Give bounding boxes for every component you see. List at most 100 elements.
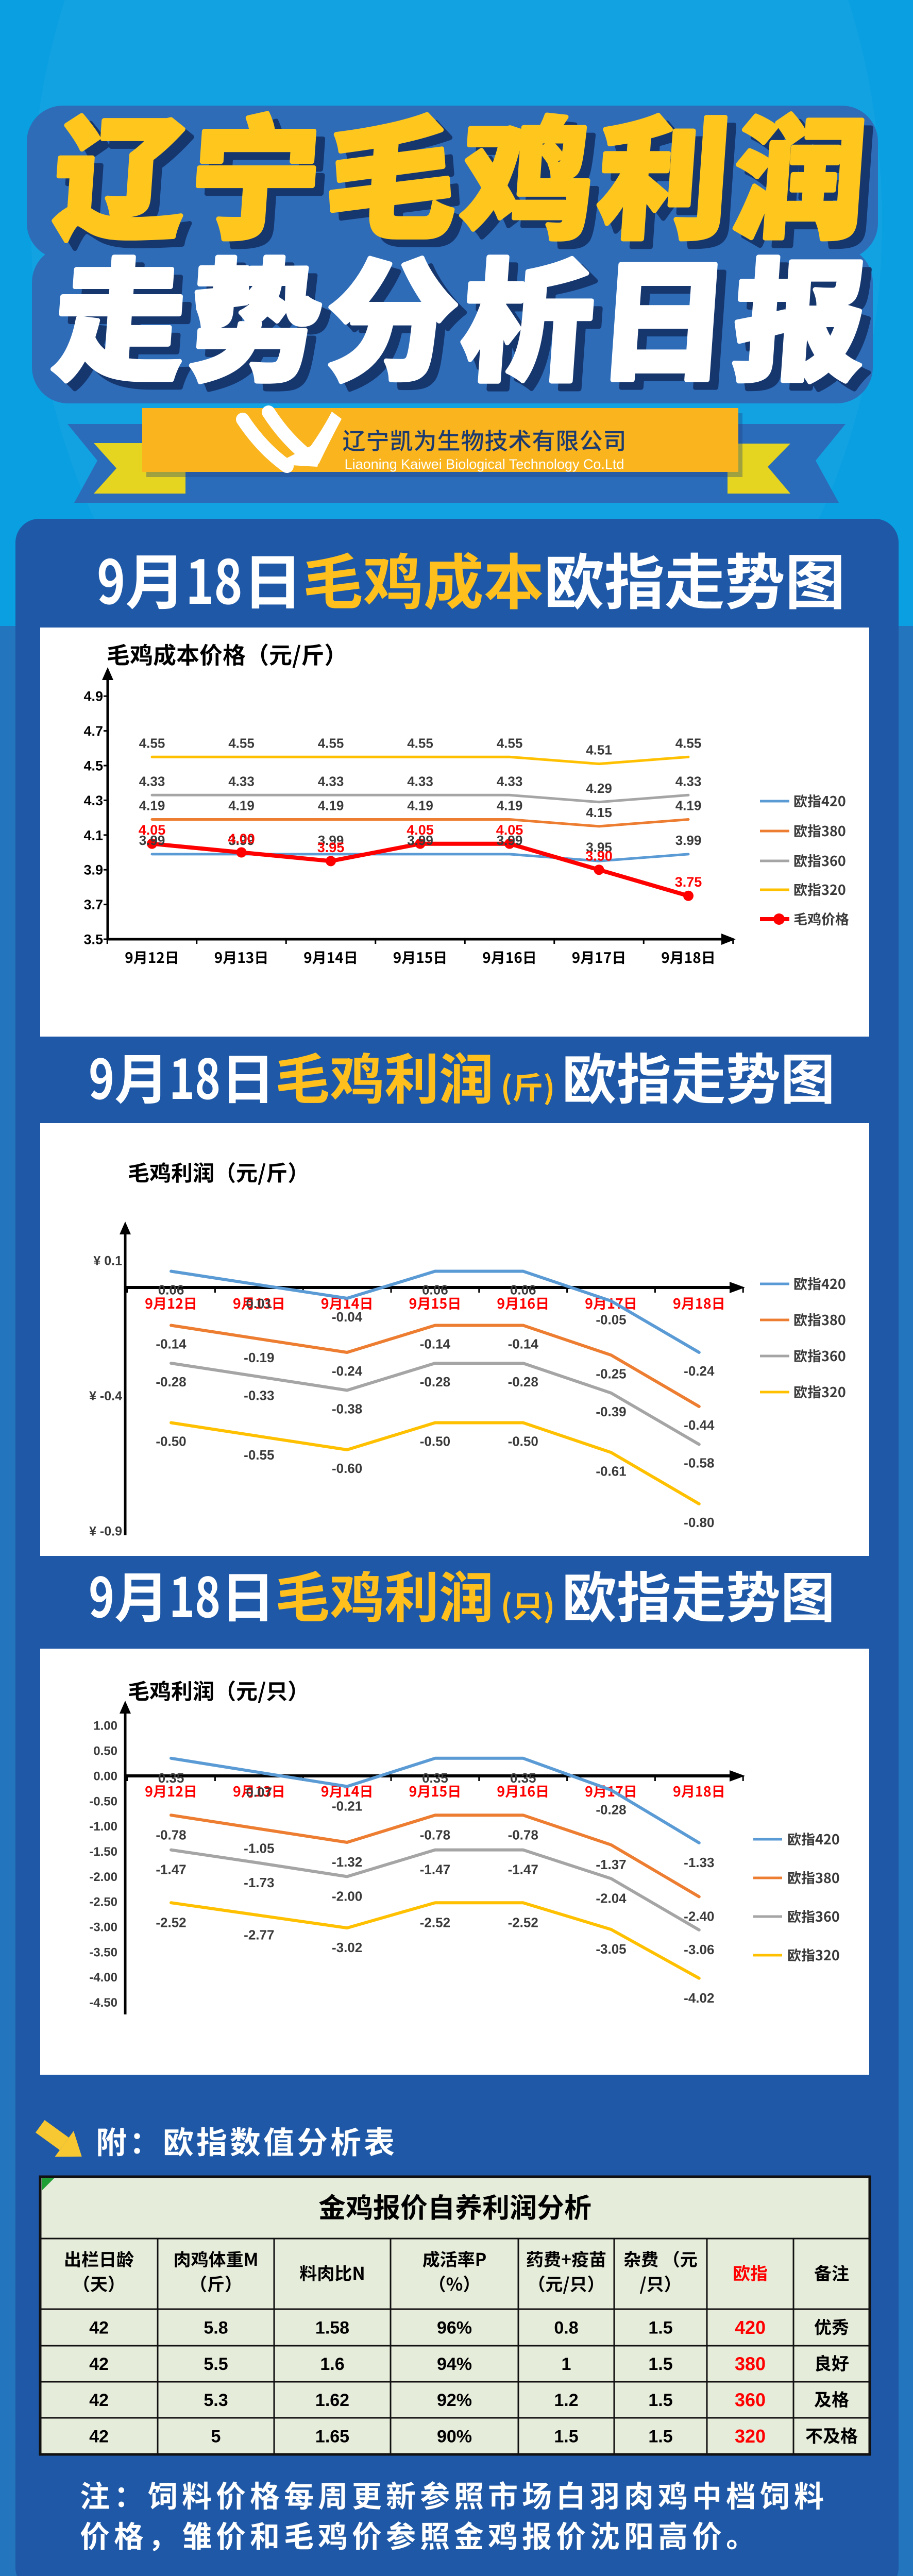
svg-text:94%: 94% (437, 2354, 472, 2374)
svg-text:-0.14: -0.14 (420, 1336, 451, 1352)
svg-text:1.62: 1.62 (315, 2391, 349, 2410)
svg-text:42: 42 (89, 2354, 109, 2374)
svg-text:3.99: 3.99 (228, 833, 255, 848)
svg-text:4.19: 4.19 (497, 798, 523, 814)
svg-text:-0.19: -0.19 (244, 1350, 274, 1365)
svg-text:-0.28: -0.28 (420, 1374, 450, 1389)
svg-text:4.33: 4.33 (407, 773, 433, 789)
svg-text:-3.50: -3.50 (89, 1945, 117, 1959)
svg-text:4.33: 4.33 (139, 773, 165, 789)
svg-text:4.51: 4.51 (586, 742, 612, 758)
svg-text:-2.40: -2.40 (684, 1909, 714, 1924)
svg-text:-1.05: -1.05 (244, 1841, 274, 1856)
svg-text:-4.00: -4.00 (89, 1971, 117, 1985)
svg-text:5.8: 5.8 (204, 2318, 228, 2337)
svg-text:-1.73: -1.73 (244, 1875, 274, 1890)
svg-text:-2.50: -2.50 (89, 1895, 117, 1909)
svg-text:0.01: 0.01 (246, 1296, 272, 1311)
svg-text:-1.37: -1.37 (596, 1857, 626, 1872)
svg-text:-2.00: -2.00 (332, 1889, 362, 1904)
svg-text:-0.50: -0.50 (89, 1794, 117, 1808)
svg-text:4.19: 4.19 (318, 798, 344, 814)
svg-text:4.1: 4.1 (83, 827, 103, 843)
svg-text:0.8: 0.8 (554, 2318, 578, 2337)
svg-text:-3.00: -3.00 (89, 1921, 117, 1935)
svg-text:-0.50: -0.50 (508, 1434, 538, 1449)
svg-text:-2.52: -2.52 (156, 1914, 186, 1930)
svg-text:-3.05: -3.05 (596, 1941, 626, 1957)
svg-text:-0.24: -0.24 (684, 1363, 715, 1379)
svg-text:1.58: 1.58 (315, 2318, 349, 2337)
svg-text:-0.14: -0.14 (508, 1336, 539, 1352)
svg-text:0.35: 0.35 (422, 1770, 448, 1786)
svg-text:-0.55: -0.55 (244, 1447, 274, 1463)
svg-text:1: 1 (562, 2354, 571, 2374)
svg-text:3.7: 3.7 (83, 897, 103, 912)
svg-text:4.7: 4.7 (83, 723, 103, 739)
svg-text:3.95: 3.95 (586, 839, 612, 855)
svg-text:0.50: 0.50 (93, 1744, 117, 1758)
svg-text:-2.52: -2.52 (508, 1914, 538, 1930)
svg-text:4.33: 4.33 (318, 773, 344, 789)
svg-text:-0.05: -0.05 (596, 1312, 626, 1327)
svg-text:3.9: 3.9 (83, 862, 103, 878)
svg-text:1.2: 1.2 (554, 2391, 578, 2410)
svg-text:-0.78: -0.78 (508, 1827, 538, 1842)
svg-text:1.5: 1.5 (648, 2354, 672, 2374)
svg-text:90%: 90% (437, 2427, 472, 2446)
svg-text:4.33: 4.33 (497, 773, 523, 789)
svg-text:42: 42 (89, 2427, 109, 2446)
svg-text:1.00: 1.00 (93, 1719, 117, 1733)
svg-text:-0.78: -0.78 (156, 1827, 186, 1842)
svg-text:4.33: 4.33 (228, 773, 255, 789)
svg-text:-3.06: -3.06 (684, 1942, 714, 1957)
svg-text:5.5: 5.5 (204, 2354, 228, 2374)
svg-text:4.19: 4.19 (675, 798, 702, 814)
svg-text:4.19: 4.19 (228, 798, 255, 814)
svg-text:3.90: 3.90 (585, 849, 613, 864)
svg-text:-0.61: -0.61 (596, 1463, 626, 1479)
svg-text:420: 420 (735, 2317, 766, 2338)
svg-text:3.99: 3.99 (407, 833, 433, 848)
svg-text:-1.00: -1.00 (89, 1820, 117, 1834)
svg-text:4.55: 4.55 (228, 735, 255, 751)
svg-text:-1.33: -1.33 (684, 1855, 714, 1870)
svg-text:0.35: 0.35 (158, 1770, 184, 1786)
svg-text:-1.32: -1.32 (332, 1854, 362, 1870)
svg-text:360: 360 (735, 2389, 766, 2411)
svg-text:0.07: 0.07 (246, 1784, 272, 1800)
svg-text:3.95: 3.95 (317, 840, 345, 855)
svg-text:1.6: 1.6 (320, 2354, 344, 2374)
svg-text:4.05: 4.05 (139, 822, 166, 838)
svg-text:0.00: 0.00 (93, 1769, 117, 1783)
svg-text:1.5: 1.5 (648, 2391, 672, 2410)
svg-text:-2.52: -2.52 (420, 1914, 450, 1930)
svg-text:4.19: 4.19 (139, 798, 165, 814)
svg-text:5.3: 5.3 (204, 2391, 228, 2410)
svg-text:96%: 96% (437, 2318, 472, 2337)
svg-text:4.55: 4.55 (139, 735, 165, 751)
svg-text:-3.02: -3.02 (332, 1940, 362, 1955)
svg-text:4.55: 4.55 (497, 735, 523, 751)
svg-text:4.55: 4.55 (407, 735, 433, 751)
svg-text:3.99: 3.99 (497, 833, 523, 848)
svg-text:-0.33: -0.33 (244, 1387, 274, 1403)
svg-text:4.33: 4.33 (675, 773, 702, 789)
svg-text:5: 5 (211, 2427, 221, 2446)
svg-text:0.06: 0.06 (510, 1282, 536, 1298)
svg-text:3.99: 3.99 (139, 833, 165, 848)
svg-text:-0.44: -0.44 (684, 1417, 715, 1433)
svg-text:1.5: 1.5 (554, 2427, 578, 2446)
svg-text:-0.78: -0.78 (420, 1827, 450, 1842)
svg-text:-0.04: -0.04 (332, 1309, 363, 1325)
svg-text:3.75: 3.75 (675, 874, 702, 890)
svg-text:4.3: 4.3 (83, 793, 103, 808)
svg-text:-0.14: -0.14 (156, 1336, 187, 1352)
svg-text:4.29: 4.29 (586, 781, 612, 796)
svg-text:4.05: 4.05 (496, 822, 523, 838)
svg-text:-1.47: -1.47 (156, 1862, 186, 1877)
svg-text:-1.50: -1.50 (89, 1845, 117, 1859)
svg-text:4.55: 4.55 (318, 735, 344, 751)
svg-text:-2.77: -2.77 (244, 1927, 274, 1943)
svg-text:-4.50: -4.50 (89, 1996, 117, 2010)
